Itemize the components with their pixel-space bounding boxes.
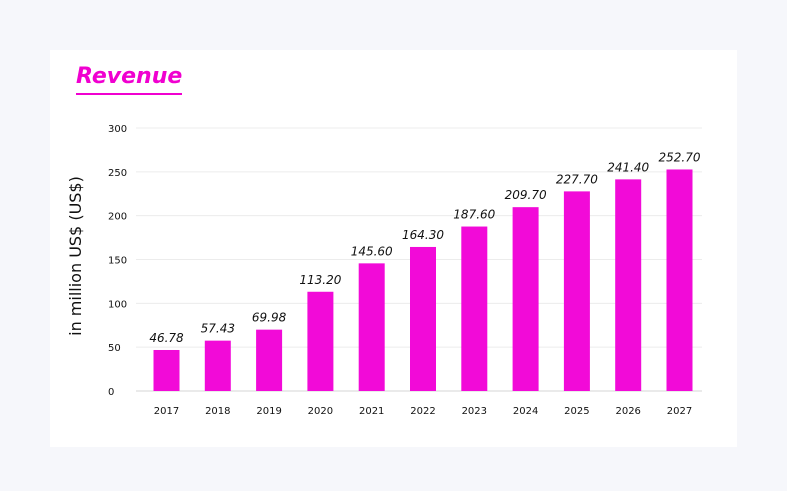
y-tick-label: 150	[108, 256, 127, 267]
bar-2020	[307, 291, 334, 391]
x-tick-label: 2027	[667, 406, 692, 417]
data-label-2019: 69.98	[252, 311, 287, 325]
y-tick-label: 200	[108, 212, 127, 223]
data-label-2020: 113.20	[299, 273, 341, 287]
bar-2024	[512, 207, 539, 391]
bars	[153, 169, 693, 391]
bar-2022	[410, 246, 436, 391]
data-label-2024: 209.70	[505, 188, 547, 202]
x-tick-label: 2021	[359, 406, 384, 417]
y-tick-label: 50	[108, 343, 121, 354]
x-tick-label: 2019	[256, 406, 281, 417]
x-axis-ticks: 2017 2018 2019 2020 2021 2022 2023 2024 2025 2026…	[154, 406, 692, 417]
data-label-2023: 187.60	[453, 208, 495, 222]
x-tick-label: 2018	[205, 406, 230, 417]
y-axis-title: in million US$ (US$)	[66, 176, 85, 336]
y-tick-label: 250	[108, 168, 127, 179]
data-label-2021: 145.60	[351, 244, 393, 258]
x-tick-label: 2026	[615, 406, 640, 417]
data-label-2027: 252.70	[659, 150, 701, 164]
bar-2027	[666, 169, 693, 391]
x-tick-label: 2024	[513, 406, 538, 417]
bar-2019	[256, 329, 283, 391]
bar-2017	[153, 349, 180, 391]
y-tick-label: 300	[108, 124, 127, 135]
chart-title: Revenue	[76, 63, 183, 95]
data-label-2022: 164.30	[402, 228, 444, 242]
y-axis-ticks: 0 50 100 150 200 250 300	[108, 124, 127, 398]
y-tick-label: 100	[108, 299, 127, 310]
data-label-2026: 241.40	[607, 160, 649, 174]
data-labels: 46.78 57.43 69.98 113.20 145.60 164.30 187.60 2…	[149, 150, 701, 345]
data-label-2018: 57.43	[201, 322, 235, 336]
data-label-2025: 227.70	[556, 172, 598, 186]
bar-2021	[358, 263, 385, 391]
data-label-2017: 46.78	[149, 331, 184, 345]
bar-2025	[563, 191, 590, 391]
x-tick-label: 2022	[410, 406, 435, 417]
x-tick-label: 2025	[564, 406, 589, 417]
y-tick-label: 0	[108, 387, 114, 398]
bar-2018	[204, 340, 231, 391]
x-tick-label: 2020	[308, 406, 333, 417]
x-tick-label: 2023	[462, 406, 487, 417]
x-tick-label: 2017	[154, 406, 179, 417]
bar-2023	[461, 226, 488, 391]
bar-2026	[615, 179, 642, 391]
